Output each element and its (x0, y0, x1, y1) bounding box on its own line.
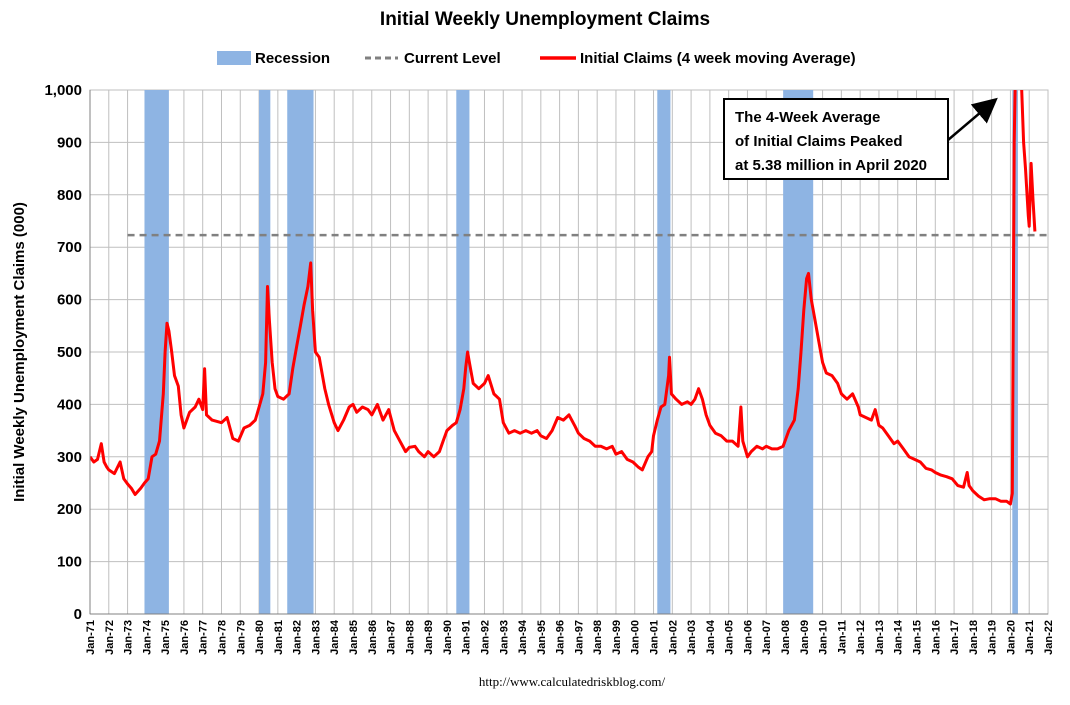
y-tick-label: 300 (57, 449, 82, 466)
x-tick-label: Jan-21 (1024, 620, 1036, 655)
annotation-box (723, 98, 949, 180)
x-tick-label: Jan-77 (198, 620, 210, 655)
annotation-line-1: The 4-Week Average (735, 109, 880, 126)
y-tick-label: 200 (57, 501, 82, 518)
recession-band (287, 90, 314, 614)
x-tick-label: Jan-85 (348, 620, 360, 655)
x-tick-label: Jan-14 (893, 619, 905, 655)
y-tick-label: 700 (57, 239, 82, 256)
x-tick-label: Jan-90 (442, 620, 454, 655)
x-tick-label: Jan-11 (836, 620, 848, 654)
legend-claims-label: Initial Claims (4 week moving Average) (580, 50, 856, 67)
x-tick-label: Jan-86 (367, 620, 379, 655)
x-tick-label: Jan-87 (386, 620, 398, 655)
x-tick-label: Jan-96 (555, 620, 567, 655)
x-tick-label: Jan-07 (761, 620, 773, 655)
x-tick-label: Jan-95 (536, 620, 548, 655)
chart-title: Initial Weekly Unemployment Claims (380, 9, 710, 30)
x-tick-label: Jan-17 (949, 620, 961, 655)
annotation-line-2: of Initial Claims Peaked (735, 133, 903, 150)
y-axis-label: Initial Weekly Unemployment Claims (000) (11, 202, 28, 502)
x-tick-label: Jan-74 (141, 619, 153, 655)
x-tick-label: Jan-88 (404, 620, 416, 655)
x-tick-label: Jan-93 (498, 620, 510, 655)
x-tick-label: Jan-92 (479, 620, 491, 655)
legend-recession-swatch (217, 51, 251, 65)
y-tick-label: 100 (57, 554, 82, 571)
x-tick-label: Jan-01 (649, 620, 661, 655)
y-tick-label: 900 (57, 134, 82, 151)
legend-recession-label: Recession (255, 50, 330, 67)
x-tick-label: Jan-03 (686, 620, 698, 655)
x-tick-label: Jan-12 (855, 620, 867, 655)
x-tick-label: Jan-83 (310, 620, 322, 655)
y-tick-label: 400 (57, 396, 82, 413)
x-tick-label: Jan-94 (517, 619, 529, 655)
x-tick-label: Jan-16 (930, 620, 942, 655)
annotation-line-3: at 5.38 million in April 2020 (735, 157, 927, 174)
x-tick-label: Jan-04 (705, 619, 717, 655)
annotation-arrow (947, 97, 998, 141)
x-tick-label: Jan-72 (104, 620, 116, 655)
x-tick-label: Jan-22 (1043, 620, 1055, 655)
recession-band (456, 90, 470, 614)
x-tick-label: Jan-80 (254, 620, 266, 655)
y-tick-label: 0 (74, 606, 82, 623)
x-tick-label: Jan-15 (912, 620, 924, 655)
x-tick-label: Jan-82 (292, 620, 304, 655)
x-tick-label: Jan-13 (874, 620, 886, 655)
x-tick-label: Jan-06 (742, 620, 754, 655)
x-tick-label: Jan-91 (461, 620, 473, 655)
x-tick-label: Jan-75 (160, 620, 172, 655)
series-line-initial-claims (90, 90, 1037, 506)
x-tick-label: Jan-76 (179, 620, 191, 655)
x-tick-label: Jan-00 (630, 620, 642, 655)
x-tick-label: Jan-18 (968, 620, 980, 655)
x-tick-label: Jan-98 (592, 620, 604, 655)
y-tick-labels: 0 100 200 300 400 500 600 700 800 900 1,000 (44, 82, 82, 623)
y-tick-label: 1,000 (44, 82, 82, 99)
x-tick-label: Jan-71 (85, 620, 97, 655)
peak-annotation: The 4-Week Average of Initial Claims Pea… (723, 97, 998, 180)
x-tick-label: Jan-73 (123, 620, 135, 655)
recession-band (657, 90, 671, 614)
x-tick-label: Jan-19 (987, 620, 999, 655)
x-tick-label: Jan-89 (423, 620, 435, 655)
x-tick-label: Jan-79 (235, 620, 247, 655)
x-tick-label: Jan-97 (573, 620, 585, 655)
legend: Recession Current Level Initial Claims (… (217, 50, 856, 67)
x-tick-label: Jan-78 (216, 620, 228, 655)
recession-band (1012, 90, 1018, 614)
y-tick-label: 500 (57, 344, 82, 361)
x-tick-label: Jan-10 (818, 620, 830, 655)
horizontal-gridlines (90, 141, 1048, 563)
x-tick-label: Jan-20 (1005, 620, 1017, 655)
x-tick-label: Jan-09 (799, 620, 811, 655)
source-url: http://www.calculatedriskblog.com/ (479, 674, 666, 689)
x-tick-labels: Jan-71 Jan-72 Jan-73 Jan-74 Jan-75 Jan-76 Jan-… (85, 619, 1055, 655)
x-tick-label: Jan-99 (611, 620, 623, 655)
x-tick-label: Jan-05 (724, 620, 736, 655)
legend-current-level-label: Current Level (404, 50, 501, 67)
y-tick-label: 600 (57, 292, 82, 309)
y-tick-label: 800 (57, 187, 82, 204)
x-tick-label: Jan-08 (780, 620, 792, 655)
x-tick-label: Jan-02 (667, 620, 679, 655)
x-tick-label: Jan-84 (329, 619, 341, 655)
x-tick-label: Jan-81 (273, 620, 285, 655)
